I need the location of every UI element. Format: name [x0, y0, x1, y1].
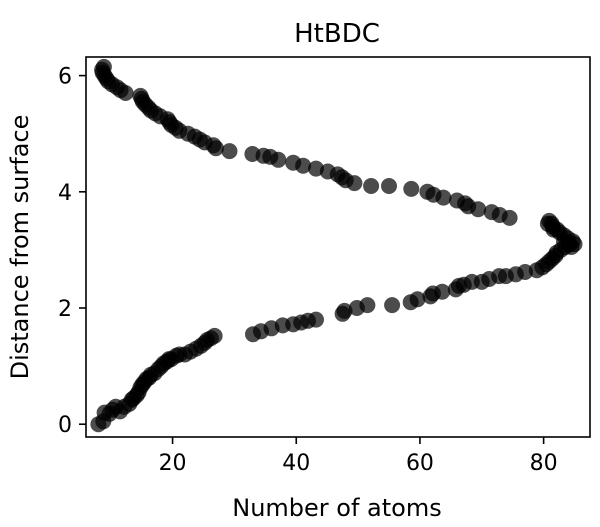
- data-point: [449, 192, 465, 209]
- data-point: [308, 311, 324, 328]
- data-point: [434, 283, 451, 300]
- y-tick-label: 4: [58, 181, 72, 206]
- data-point: [539, 215, 556, 232]
- data-point: [384, 297, 401, 314]
- x-tick-label: 60: [406, 451, 434, 476]
- data-point: [95, 58, 112, 75]
- data-point: [363, 178, 380, 194]
- data-point: [285, 154, 302, 171]
- data-point: [244, 146, 261, 162]
- x-tick-label: 80: [530, 451, 558, 476]
- x-axis-label: Number of atoms: [232, 494, 441, 522]
- y-tick-label: 2: [58, 297, 72, 322]
- x-axis-ticks: 20 40 60 80: [159, 437, 558, 476]
- y-tick-label: 6: [58, 65, 72, 90]
- data-point: [221, 143, 238, 160]
- x-tick-label: 40: [282, 451, 310, 476]
- data-points: [90, 58, 583, 433]
- y-axis-ticks: 0 2 4 6: [58, 65, 86, 438]
- data-point: [483, 204, 500, 221]
- data-point: [359, 297, 376, 314]
- data-point: [403, 180, 420, 197]
- x-tick-label: 20: [159, 451, 187, 476]
- data-point: [336, 302, 353, 319]
- y-tick-label: 0: [58, 413, 72, 438]
- data-point: [409, 291, 426, 308]
- data-point: [132, 87, 149, 104]
- plot-frame: [85, 56, 591, 438]
- data-point: [517, 264, 534, 280]
- data-point: [381, 178, 397, 194]
- data-point: [308, 160, 324, 177]
- data-point: [206, 327, 223, 344]
- y-axis-label: Distance from surface: [6, 115, 34, 380]
- data-point: [419, 183, 436, 200]
- chart-title: HtBDC: [294, 19, 380, 49]
